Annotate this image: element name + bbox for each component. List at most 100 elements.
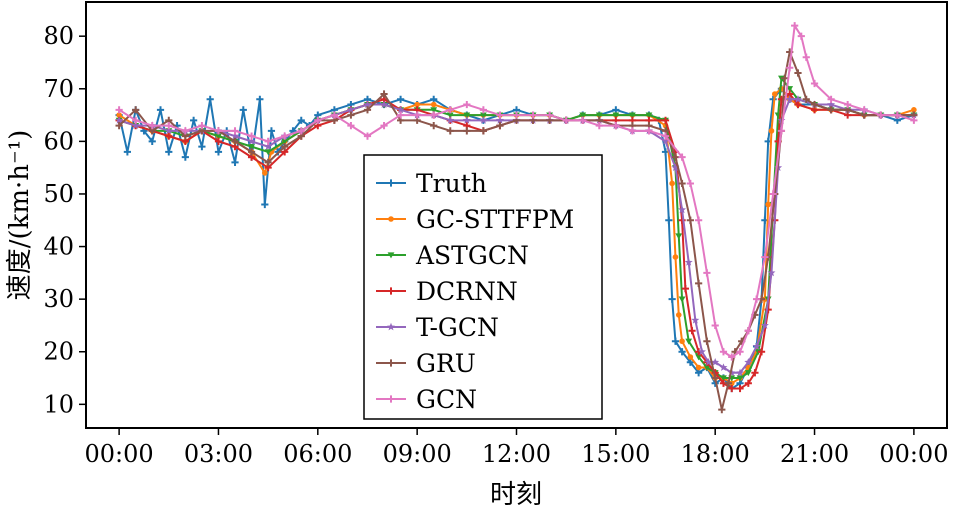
data-point-truth xyxy=(665,216,673,224)
data-point-astgcn xyxy=(645,112,653,119)
data-point-gcn xyxy=(579,116,587,124)
data-point-truth xyxy=(190,116,198,124)
data-point-gru xyxy=(264,158,272,167)
series-line-dcrnn xyxy=(118,93,914,390)
data-point-gcn xyxy=(479,106,487,114)
series-line-gcn xyxy=(118,24,915,358)
data-point-gc-sttfpm xyxy=(116,112,122,118)
data-point-gcn xyxy=(612,121,620,130)
data-point-t-gcn xyxy=(462,116,471,124)
data-point-gru xyxy=(827,106,835,114)
data-point-astgcn xyxy=(695,354,703,361)
data-point-dcrnn xyxy=(764,306,772,314)
data-point-t-gcn xyxy=(247,137,256,145)
data-point-dcrnn xyxy=(678,216,686,224)
data-point-gc-sttfpm xyxy=(772,91,778,97)
data-point-dcrnn xyxy=(757,348,766,356)
data-point-t-gcn xyxy=(479,116,488,124)
data-point-gcn xyxy=(777,127,786,135)
data-point-gc-sttfpm xyxy=(430,101,437,108)
legend-item-astgcn: ASTGCN xyxy=(376,241,529,270)
data-point-astgcn xyxy=(248,144,255,151)
data-point-gcn xyxy=(791,22,799,30)
legend-marker xyxy=(387,287,395,295)
data-point-gcn xyxy=(761,253,769,261)
data-point-gcn xyxy=(148,121,156,130)
data-point-gcn xyxy=(463,100,471,109)
series-gcn xyxy=(115,22,918,361)
data-point-truth xyxy=(239,106,247,114)
data-point-gcn xyxy=(678,153,686,161)
data-point-gcn xyxy=(844,100,852,109)
x-tick-label: 12:00 xyxy=(482,440,551,468)
data-point-gc-sttfpm xyxy=(911,107,917,113)
data-point-gcn xyxy=(413,111,421,119)
data-point-astgcn xyxy=(629,112,636,119)
data-point-truth xyxy=(198,143,206,151)
data-point-t-gcn xyxy=(363,100,372,108)
data-point-gru xyxy=(781,74,789,82)
data-point-gcn xyxy=(347,121,355,130)
data-point-gcn xyxy=(363,132,372,140)
data-point-gru xyxy=(347,111,355,119)
data-point-t-gcn xyxy=(752,342,761,350)
data-point-gcn xyxy=(297,127,305,135)
legend-label: GRU xyxy=(416,349,476,378)
data-point-astgcn xyxy=(281,138,289,145)
data-point-gcn xyxy=(281,132,289,140)
data-point-t-gcn xyxy=(744,358,753,366)
x-tick-label: 18:00 xyxy=(681,440,750,468)
data-point-astgcn xyxy=(685,338,693,345)
data-point-astgcn xyxy=(720,375,727,382)
data-point-dcrnn xyxy=(751,369,759,377)
data-point-truth xyxy=(165,148,173,156)
data-point-t-gcn xyxy=(671,163,680,172)
data-point-gcn xyxy=(736,348,744,356)
data-point-t-gcn xyxy=(164,126,173,135)
data-point-gcn xyxy=(430,111,438,119)
data-point-gru xyxy=(231,137,239,145)
data-point-gcn xyxy=(719,348,728,356)
legend-item-t-gcn: T-GCN xyxy=(376,313,499,342)
data-point-t-gcn xyxy=(346,105,355,114)
data-point-gcn xyxy=(330,111,338,119)
series-layer xyxy=(115,22,918,414)
data-point-truth xyxy=(430,95,438,103)
data-point-gcn xyxy=(827,95,835,103)
data-point-gcn xyxy=(711,321,719,330)
data-point-gcn xyxy=(529,111,537,119)
data-point-t-gcn xyxy=(793,95,802,103)
data-point-gc-sttfpm xyxy=(687,354,694,360)
data-point-gc-sttfpm xyxy=(669,180,675,187)
data-point-dcrnn xyxy=(794,100,802,109)
data-point-t-gcn xyxy=(711,358,720,366)
data-point-astgcn xyxy=(595,112,603,119)
data-point-t-gcn xyxy=(396,105,405,114)
data-point-truth xyxy=(261,200,269,209)
data-point-gcn xyxy=(314,116,322,124)
data-point-gcn xyxy=(910,116,918,124)
data-point-gcn xyxy=(115,106,123,114)
data-point-t-gcn xyxy=(661,137,670,145)
data-point-dcrnn xyxy=(744,379,752,387)
data-point-gcn xyxy=(562,116,570,124)
data-point-gc-sttfpm xyxy=(765,201,771,208)
data-point-dcrnn xyxy=(661,116,670,124)
data-point-truth xyxy=(678,348,686,356)
legend-box xyxy=(363,154,603,420)
data-point-gru xyxy=(479,127,487,135)
data-point-truth xyxy=(267,127,276,135)
x-axis-title: 时刻 xyxy=(490,480,542,510)
data-point-t-gcn xyxy=(767,268,776,277)
data-point-astgcn xyxy=(675,233,683,240)
data-point-t-gcn xyxy=(785,95,794,103)
legend-marker xyxy=(387,179,395,187)
data-point-gcn xyxy=(198,121,206,130)
data-point-gru xyxy=(810,100,819,109)
data-point-t-gcn xyxy=(231,131,240,140)
data-point-t-gcn xyxy=(264,142,273,151)
y-tick-label: 60 xyxy=(43,127,74,155)
data-point-gcn xyxy=(247,132,256,140)
